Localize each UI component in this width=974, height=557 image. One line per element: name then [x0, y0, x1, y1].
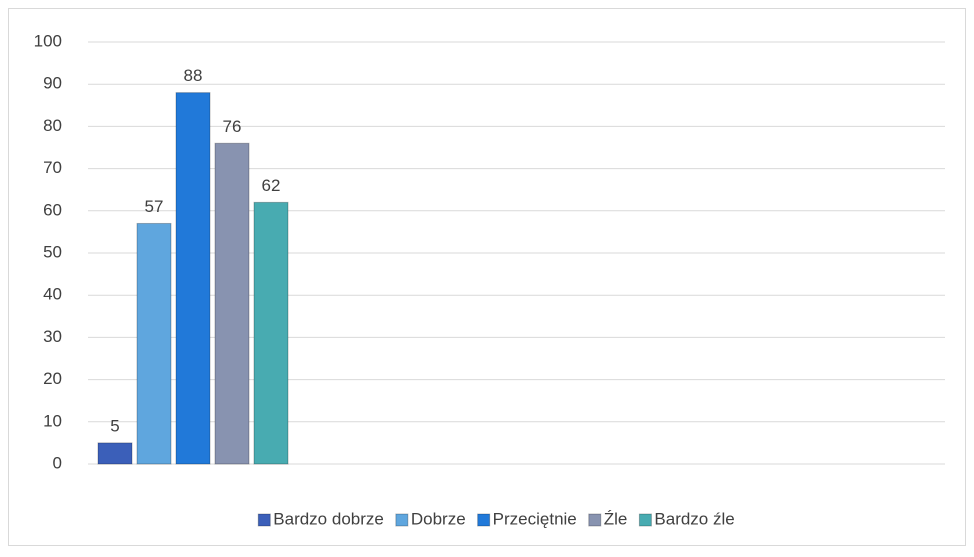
legend-label: Dobrze	[411, 509, 466, 528]
legend-label: Przeciętnie	[493, 509, 577, 528]
y-tick-label: 20	[43, 369, 62, 388]
bar	[214, 142, 250, 465]
data-label: 62	[262, 176, 281, 195]
y-tick-label: 100	[34, 31, 62, 50]
legend-label: Bardzo źle	[654, 509, 734, 528]
legend-label: Źle	[604, 509, 628, 528]
data-label: 76	[223, 117, 242, 136]
y-tick-label: 90	[43, 74, 62, 93]
legend-label: Bardzo dobrze	[273, 509, 384, 528]
legend-swatch	[395, 513, 409, 527]
legend-swatch	[638, 513, 652, 527]
y-tick-label: 40	[43, 285, 62, 304]
legend: Bardzo dobrze Dobrze Przeciętnie Źle Bardzo …	[257, 509, 735, 528]
y-tick-label: 10	[43, 411, 62, 430]
bar	[97, 442, 133, 465]
bar	[253, 201, 289, 465]
legend-swatch	[477, 513, 491, 527]
bar	[136, 222, 172, 465]
data-label: 88	[184, 66, 203, 85]
legend-swatch	[588, 513, 602, 527]
y-tick-label: 60	[43, 200, 62, 219]
data-label: 5	[110, 416, 119, 435]
y-tick-label: 70	[43, 158, 62, 177]
bar	[175, 92, 211, 465]
y-tick-label: 50	[43, 242, 62, 261]
y-tick-label: 80	[43, 116, 62, 135]
data-label: 57	[145, 197, 164, 216]
legend-swatch	[257, 513, 271, 527]
y-tick-label: 30	[43, 327, 62, 346]
y-tick-label: 0	[53, 453, 62, 472]
